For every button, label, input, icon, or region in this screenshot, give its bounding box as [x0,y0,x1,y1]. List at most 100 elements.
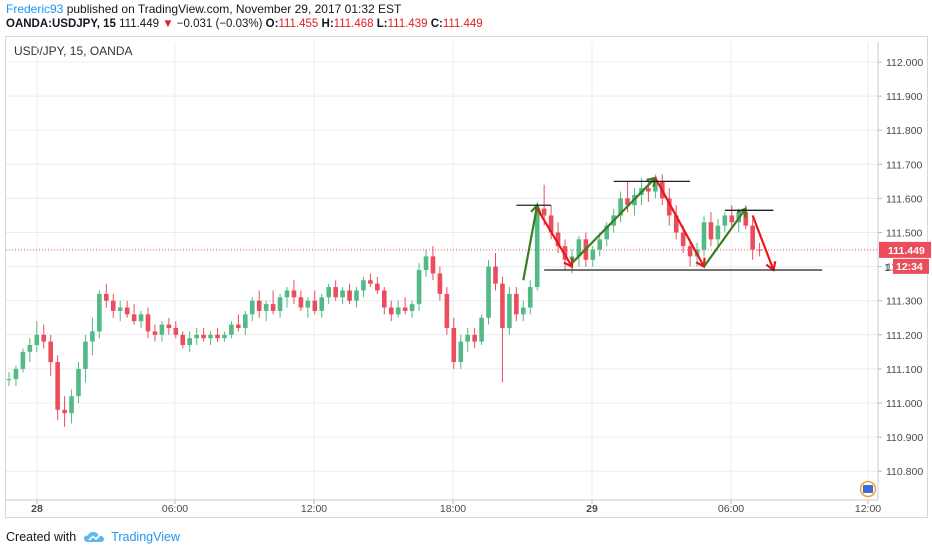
x-tick-label: 28 [31,503,43,515]
green-trend-arrow [571,177,657,264]
candle-body [680,232,686,247]
candle-body [430,256,436,274]
chart-frame[interactable] [5,36,928,518]
candle-body [423,256,429,271]
red-trend-arrow-head [563,257,574,269]
candle-body [555,232,561,247]
candle-body [90,331,95,342]
candle-body [451,327,457,363]
candle-body [493,266,498,284]
candle-body [187,338,192,346]
candle-body [20,351,26,369]
candle-body [604,225,609,240]
countdown-label-bg [893,258,929,274]
y-tick-label: 112.000 [886,57,923,69]
chart-title: USD/JPY, 15, OANDA [14,44,133,58]
created-with-label: Created with [6,530,77,544]
x-tick-label: 29 [586,503,598,515]
candle-body [152,331,158,335]
y-tick-label: 111.100 [886,364,923,376]
last-price-label: 111.449 [888,245,925,257]
candle-body [284,290,290,298]
candle-body [500,283,505,328]
close-value: 111.449 [442,18,483,30]
candle-body [729,215,735,223]
candle-body [715,225,721,240]
candle-body [743,212,748,226]
low-value: 111.439 [387,18,428,30]
countdown-label: 12:34 [896,261,923,273]
high-label: H: [321,18,334,30]
price-chart[interactable]: USD/JPY, 15, OANDA 112.000 111.900 111.800 1… [0,0,932,520]
candle-body [13,368,19,380]
green-trend-arrow [703,207,747,268]
candle-body [270,304,276,311]
candle-body [333,287,338,298]
candle-body [395,307,401,315]
candle-body [444,293,450,328]
candle-body [222,334,227,339]
candle-body [27,345,33,352]
candle-body [673,215,679,233]
hidden-price-label: 1 [884,262,890,274]
x-tick-label: 12:00 [301,503,327,515]
candle-body [319,297,325,311]
candle-body [458,341,464,363]
candle-body [388,307,394,315]
candle-body [507,293,512,328]
low-label: L: [376,18,388,30]
open-value: 111.455 [278,18,319,30]
candle-body [124,307,130,315]
candle-body [229,324,234,335]
candle-body [548,215,554,233]
publish-info: Frederic93 published on TradingView.com,… [6,2,401,17]
candle-body [76,368,81,397]
candle-body [541,208,547,216]
candle-body [340,290,345,298]
y-tick-label: 111.200 [886,330,923,342]
candle-body [521,307,526,315]
last-price: 111.449 [119,18,159,30]
candle-body [597,239,603,250]
candle-body [138,314,144,322]
candle-body [180,334,186,346]
candle-body [687,246,693,257]
candle-body [34,334,40,346]
red-trend-arrow [654,177,705,268]
candle-body [701,222,707,250]
candle-body [83,341,88,369]
candle-body [534,208,540,288]
candle-body [382,290,387,308]
x-tick-label: 06:00 [162,503,188,515]
change-arrow-icon: ▼ [162,18,174,30]
candle-body [375,283,380,291]
x-tick-label: 06:00 [718,503,744,515]
candle-body [437,273,443,294]
candle-body [757,249,762,251]
tradingview-link[interactable]: TradingView [84,530,180,544]
y-tick-label: 110.800 [886,466,923,478]
candle-body [708,222,714,240]
candle-body [326,287,331,298]
candle-body [201,334,206,339]
candle-body [145,314,151,332]
y-tick-label: 111.800 [886,125,923,137]
candle-body [256,300,262,311]
candle-body [117,307,123,311]
candle-body [277,297,283,311]
high-value: 111.468 [333,18,374,30]
candle-body [409,304,415,311]
close-label: C: [430,18,443,30]
red-trend-arrow [536,208,573,268]
candle-body [361,280,366,291]
candle-body [486,266,491,318]
author-link[interactable]: Frederic93 [6,2,64,16]
candle-body [625,198,630,206]
y-tick-label: 111.900 [886,91,923,103]
candle-body [291,290,297,298]
candle-body [750,225,755,250]
candle-body [215,334,220,339]
candle-body [249,300,255,315]
candle-body [41,334,47,342]
last-price-label-bg [879,241,931,258]
